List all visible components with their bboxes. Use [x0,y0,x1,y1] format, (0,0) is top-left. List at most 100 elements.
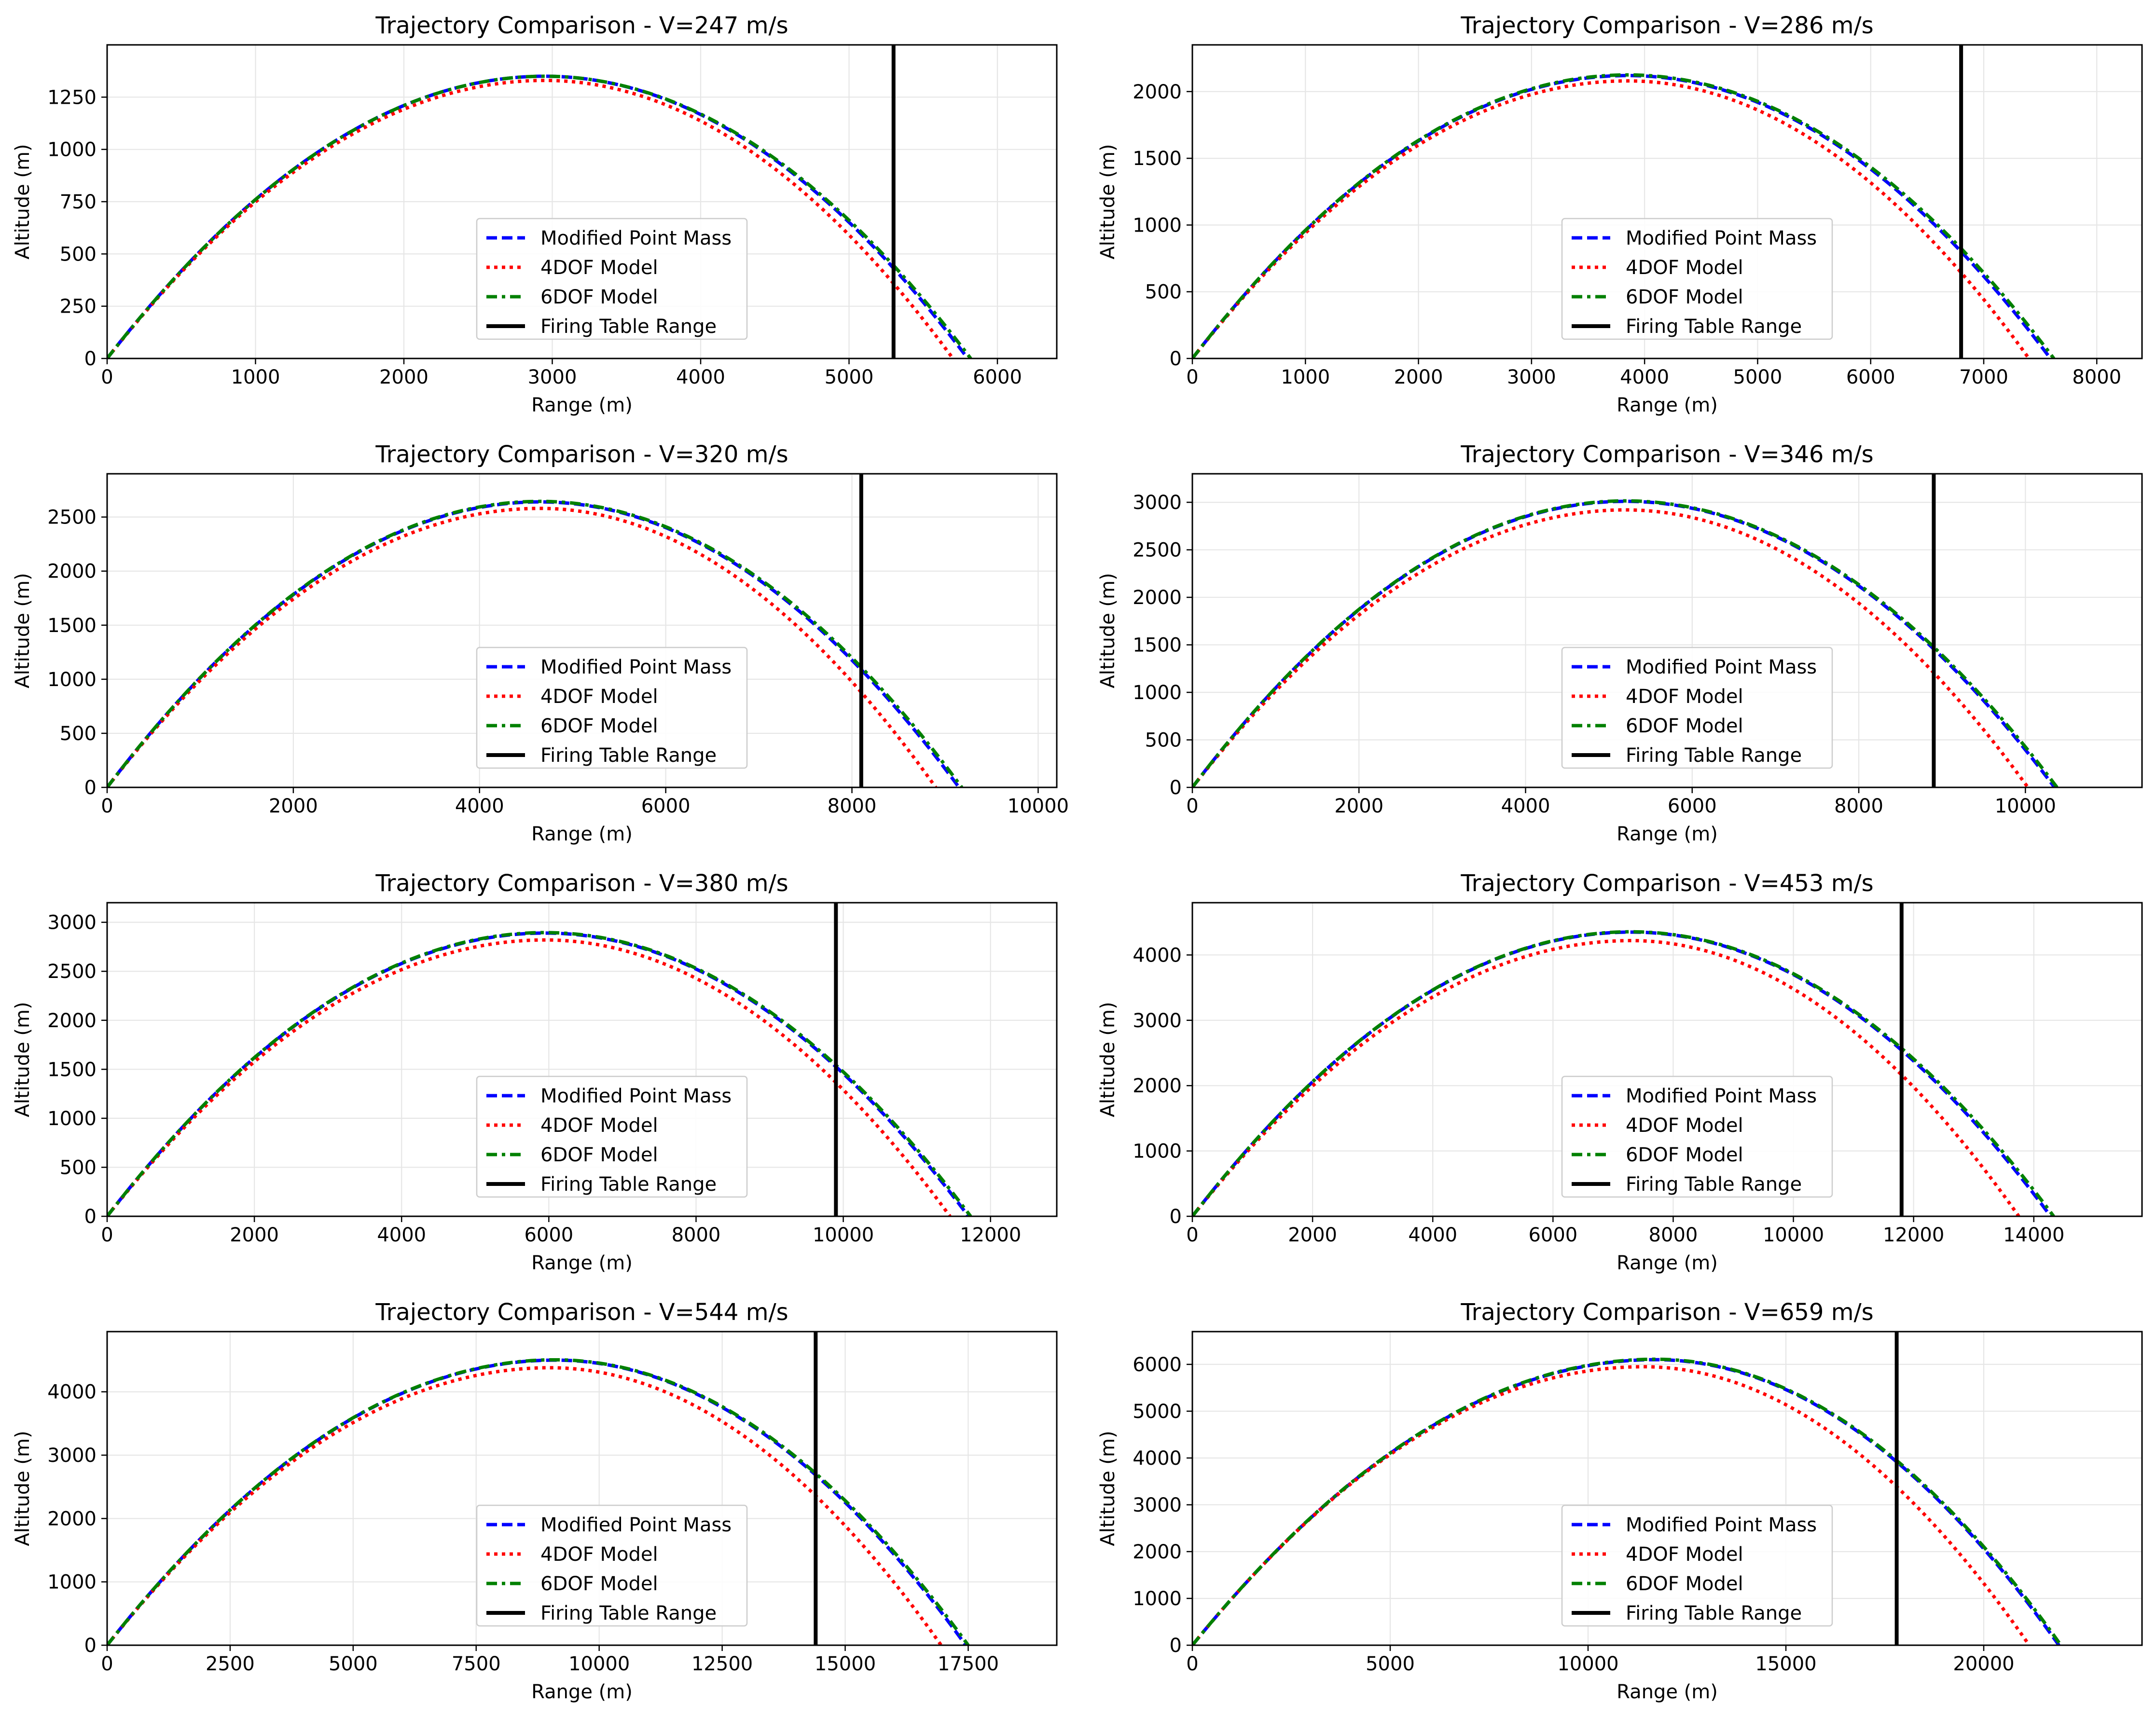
series-line-dashed [107,1358,967,1645]
y-tick-label: 500 [60,243,97,265]
subplot-5: 0 2000 4000 6000 8000 10000 12000 0 500 1000 1500 2… [12,870,1058,1274]
y-tick-label: 1000 [47,1571,97,1594]
y-tick-label: 250 [60,296,97,318]
y-tick-label: 4000 [1133,1447,1182,1470]
x-axis-label: Range (m) [1617,394,1718,416]
series-line-dotted [1192,1365,2031,1645]
legend-label: Modified Point Mass [1626,227,1817,249]
series-line-dotted [107,79,954,358]
chart-title: Trajectory Comparison - V=346 m/s [1460,441,1873,468]
x-axis-label: Range (m) [531,1681,633,1703]
legend: Modified Point Mass 4DOF Model 6DOF Model F… [476,1075,748,1198]
legend-label: 6DOF Model [1626,1573,1743,1595]
y-tick-label: 0 [1170,1206,1182,1228]
legend: Modified Point Mass 4DOF Model 6DOF Model F… [476,1504,748,1627]
legend-label: Firing Table Range [1626,744,1802,767]
x-tick-label: 10000 [568,1653,630,1675]
x-tick-label: 2000 [1288,1224,1337,1246]
x-tick-label: 4000 [1501,795,1550,817]
series-group [107,74,972,358]
legend-box [476,1075,748,1198]
legend-label: 4DOF Model [1626,257,1743,279]
legend-label: 6DOF Model [540,286,658,308]
series-line-dotted [107,1366,943,1645]
x-tick-label: 8000 [828,795,877,817]
y-tick-label: 2000 [1133,1075,1182,1097]
legend-box [1561,218,1833,340]
legend-label: Modified Point Mass [540,1514,732,1536]
subplot-2: 0 1000 2000 3000 4000 5000 6000 7000 8000 0 500 100… [1097,12,2143,416]
x-tick-label: 0 [101,1224,113,1246]
y-tick-label: 6000 [1133,1354,1182,1376]
legend-label: 4DOF Model [1626,1543,1743,1566]
x-tick-label: 10000 [813,1224,874,1246]
x-tick-label: 4000 [455,795,504,817]
x-tick-label: 2000 [269,795,318,817]
x-tick-label: 10000 [1995,795,2056,817]
x-axis-label: Range (m) [1617,1681,1718,1703]
legend-box [1561,1075,1833,1198]
y-tick-label: 2000 [1133,81,1182,103]
y-axis-label: Altitude (m) [1097,1002,1119,1117]
x-tick-label: 8000 [672,1224,721,1246]
legend-label: 4DOF Model [540,1115,658,1137]
legend: Modified Point Mass 4DOF Model 6DOF Model F… [1561,1075,1833,1198]
y-axis-label: Altitude (m) [12,1431,34,1546]
legend-box [1561,1504,1833,1627]
legend-label: Firing Table Range [1626,316,1802,338]
y-axis-label: Altitude (m) [12,144,34,259]
legend: Modified Point Mass 4DOF Model 6DOF Model F… [1561,647,1833,769]
series-line-dotted [1192,508,2030,787]
y-tick-label: 2000 [47,1508,97,1530]
legend-box [476,1504,748,1627]
x-tick-label: 0 [101,795,113,817]
legend-label: 6DOF Model [1626,1144,1743,1166]
legend-label: Modified Point Mass [1626,656,1817,678]
x-tick-label: 5000 [1733,366,1783,388]
x-tick-label: 2000 [230,1224,279,1246]
y-tick-label: 1250 [47,86,97,109]
x-tick-label: 10000 [1763,1224,1824,1246]
legend-label: Firing Table Range [1626,1173,1802,1196]
series-line-dotted [107,938,952,1216]
x-tick-label: 4000 [1408,1224,1457,1246]
legend-label: 6DOF Model [1626,286,1743,308]
legend-label: 4DOF Model [540,257,658,279]
chart-title: Trajectory Comparison - V=247 m/s [375,12,788,39]
y-axis-label: Altitude (m) [1097,1431,1119,1546]
y-tick-label: 1000 [1133,682,1182,704]
y-tick-label: 2000 [47,1010,97,1032]
series-line-dashed [1192,74,2052,358]
chart-title: Trajectory Comparison - V=659 m/s [1460,1299,1873,1326]
y-tick-label: 3000 [47,1445,97,1467]
y-tick-label: 3000 [47,912,97,934]
axes-frame [106,902,1058,1217]
x-tick-label: 0 [1186,1224,1198,1246]
y-tick-label: 1500 [47,1059,97,1081]
subplot-8: 0 5000 10000 15000 20000 0 1000 2000 3000 4000 500… [1097,1299,2143,1703]
x-axis-label: Range (m) [531,823,633,845]
x-tick-label: 2500 [206,1653,255,1675]
y-tick-label: 4000 [1133,944,1182,966]
x-tick-label: 7500 [452,1653,501,1675]
x-tick-label: 0 [1186,366,1198,388]
y-tick-label: 1000 [1133,214,1182,236]
chart-title: Trajectory Comparison - V=380 m/s [375,870,788,897]
y-tick-label: 0 [84,1635,97,1657]
legend-label: Modified Point Mass [540,656,732,678]
legend-label: Modified Point Mass [1626,1514,1817,1536]
legend-label: Firing Table Range [1626,1602,1802,1624]
chart-title: Trajectory Comparison - V=286 m/s [1460,12,1873,39]
x-tick-label: 2000 [1334,795,1383,817]
series-line-dashdot [1192,1357,2062,1645]
y-tick-label: 2500 [1133,539,1182,562]
series-group [1192,1357,2062,1645]
axes-frame [1191,1331,2143,1646]
y-tick-label: 500 [1145,281,1182,303]
series-group [107,1358,970,1645]
y-tick-label: 2000 [1133,1541,1182,1563]
x-tick-label: 1000 [1281,366,1330,388]
y-tick-label: 3000 [1133,1010,1182,1032]
subplot-6: 0 2000 4000 6000 8000 10000 12000 14000 0 1000 200… [1097,870,2143,1274]
y-tick-label: 2000 [47,561,97,583]
